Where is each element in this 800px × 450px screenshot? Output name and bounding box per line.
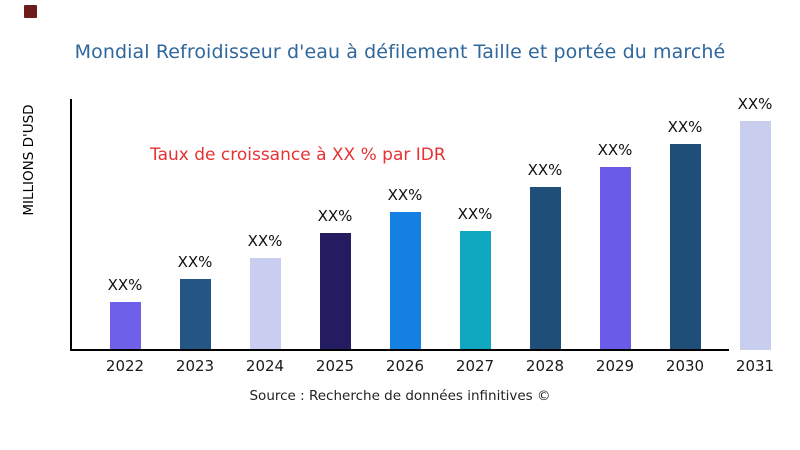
bar-2024 xyxy=(249,258,281,350)
x-tick-2022: 2022 xyxy=(105,357,145,375)
bar-2026 xyxy=(389,212,421,350)
bar-2022 xyxy=(109,302,141,350)
x-tick-2025: 2025 xyxy=(315,357,355,375)
bar-value-label-2027: XX% xyxy=(457,205,493,223)
y-axis-label: MILLIONS D'USD xyxy=(21,104,37,216)
bar-value-label-2023: XX% xyxy=(177,253,213,271)
x-tick-2023: 2023 xyxy=(175,357,215,375)
y-axis-line xyxy=(70,99,72,351)
bar-value-label-2028: XX% xyxy=(527,161,563,179)
x-tick-2029: 2029 xyxy=(595,357,635,375)
bar-value-label-2030: XX% xyxy=(667,118,703,136)
source-attribution: Source : Recherche de données infinitive… xyxy=(249,388,551,404)
x-tick-2026: 2026 xyxy=(385,357,425,375)
x-tick-2028: 2028 xyxy=(525,357,565,375)
x-axis-line xyxy=(70,349,729,351)
bar-value-label-2025: XX% xyxy=(317,207,353,225)
bar-value-label-2022: XX% xyxy=(107,276,143,294)
x-tick-2030: 2030 xyxy=(665,357,705,375)
bar-value-label-2031: XX% xyxy=(737,95,773,113)
bar-2030 xyxy=(669,144,701,350)
bar-value-label-2029: XX% xyxy=(597,141,633,159)
bar-2028 xyxy=(529,187,561,350)
x-tick-2027: 2027 xyxy=(455,357,495,375)
bar-2027 xyxy=(459,231,491,350)
brand-logo-icon xyxy=(24,5,37,18)
x-tick-2031: 2031 xyxy=(735,357,775,375)
bar-value-label-2024: XX% xyxy=(247,232,283,250)
bar-2029 xyxy=(599,167,631,350)
chart-title: Mondial Refroidisseur d'eau à défilement… xyxy=(74,41,726,63)
bar-2031 xyxy=(739,121,771,350)
growth-rate-annotation: Taux de croissance à XX % par IDR xyxy=(150,145,446,165)
bar-2025 xyxy=(319,233,351,350)
bar-2023 xyxy=(179,279,211,350)
bar-value-label-2026: XX% xyxy=(387,186,423,204)
x-tick-2024: 2024 xyxy=(245,357,285,375)
